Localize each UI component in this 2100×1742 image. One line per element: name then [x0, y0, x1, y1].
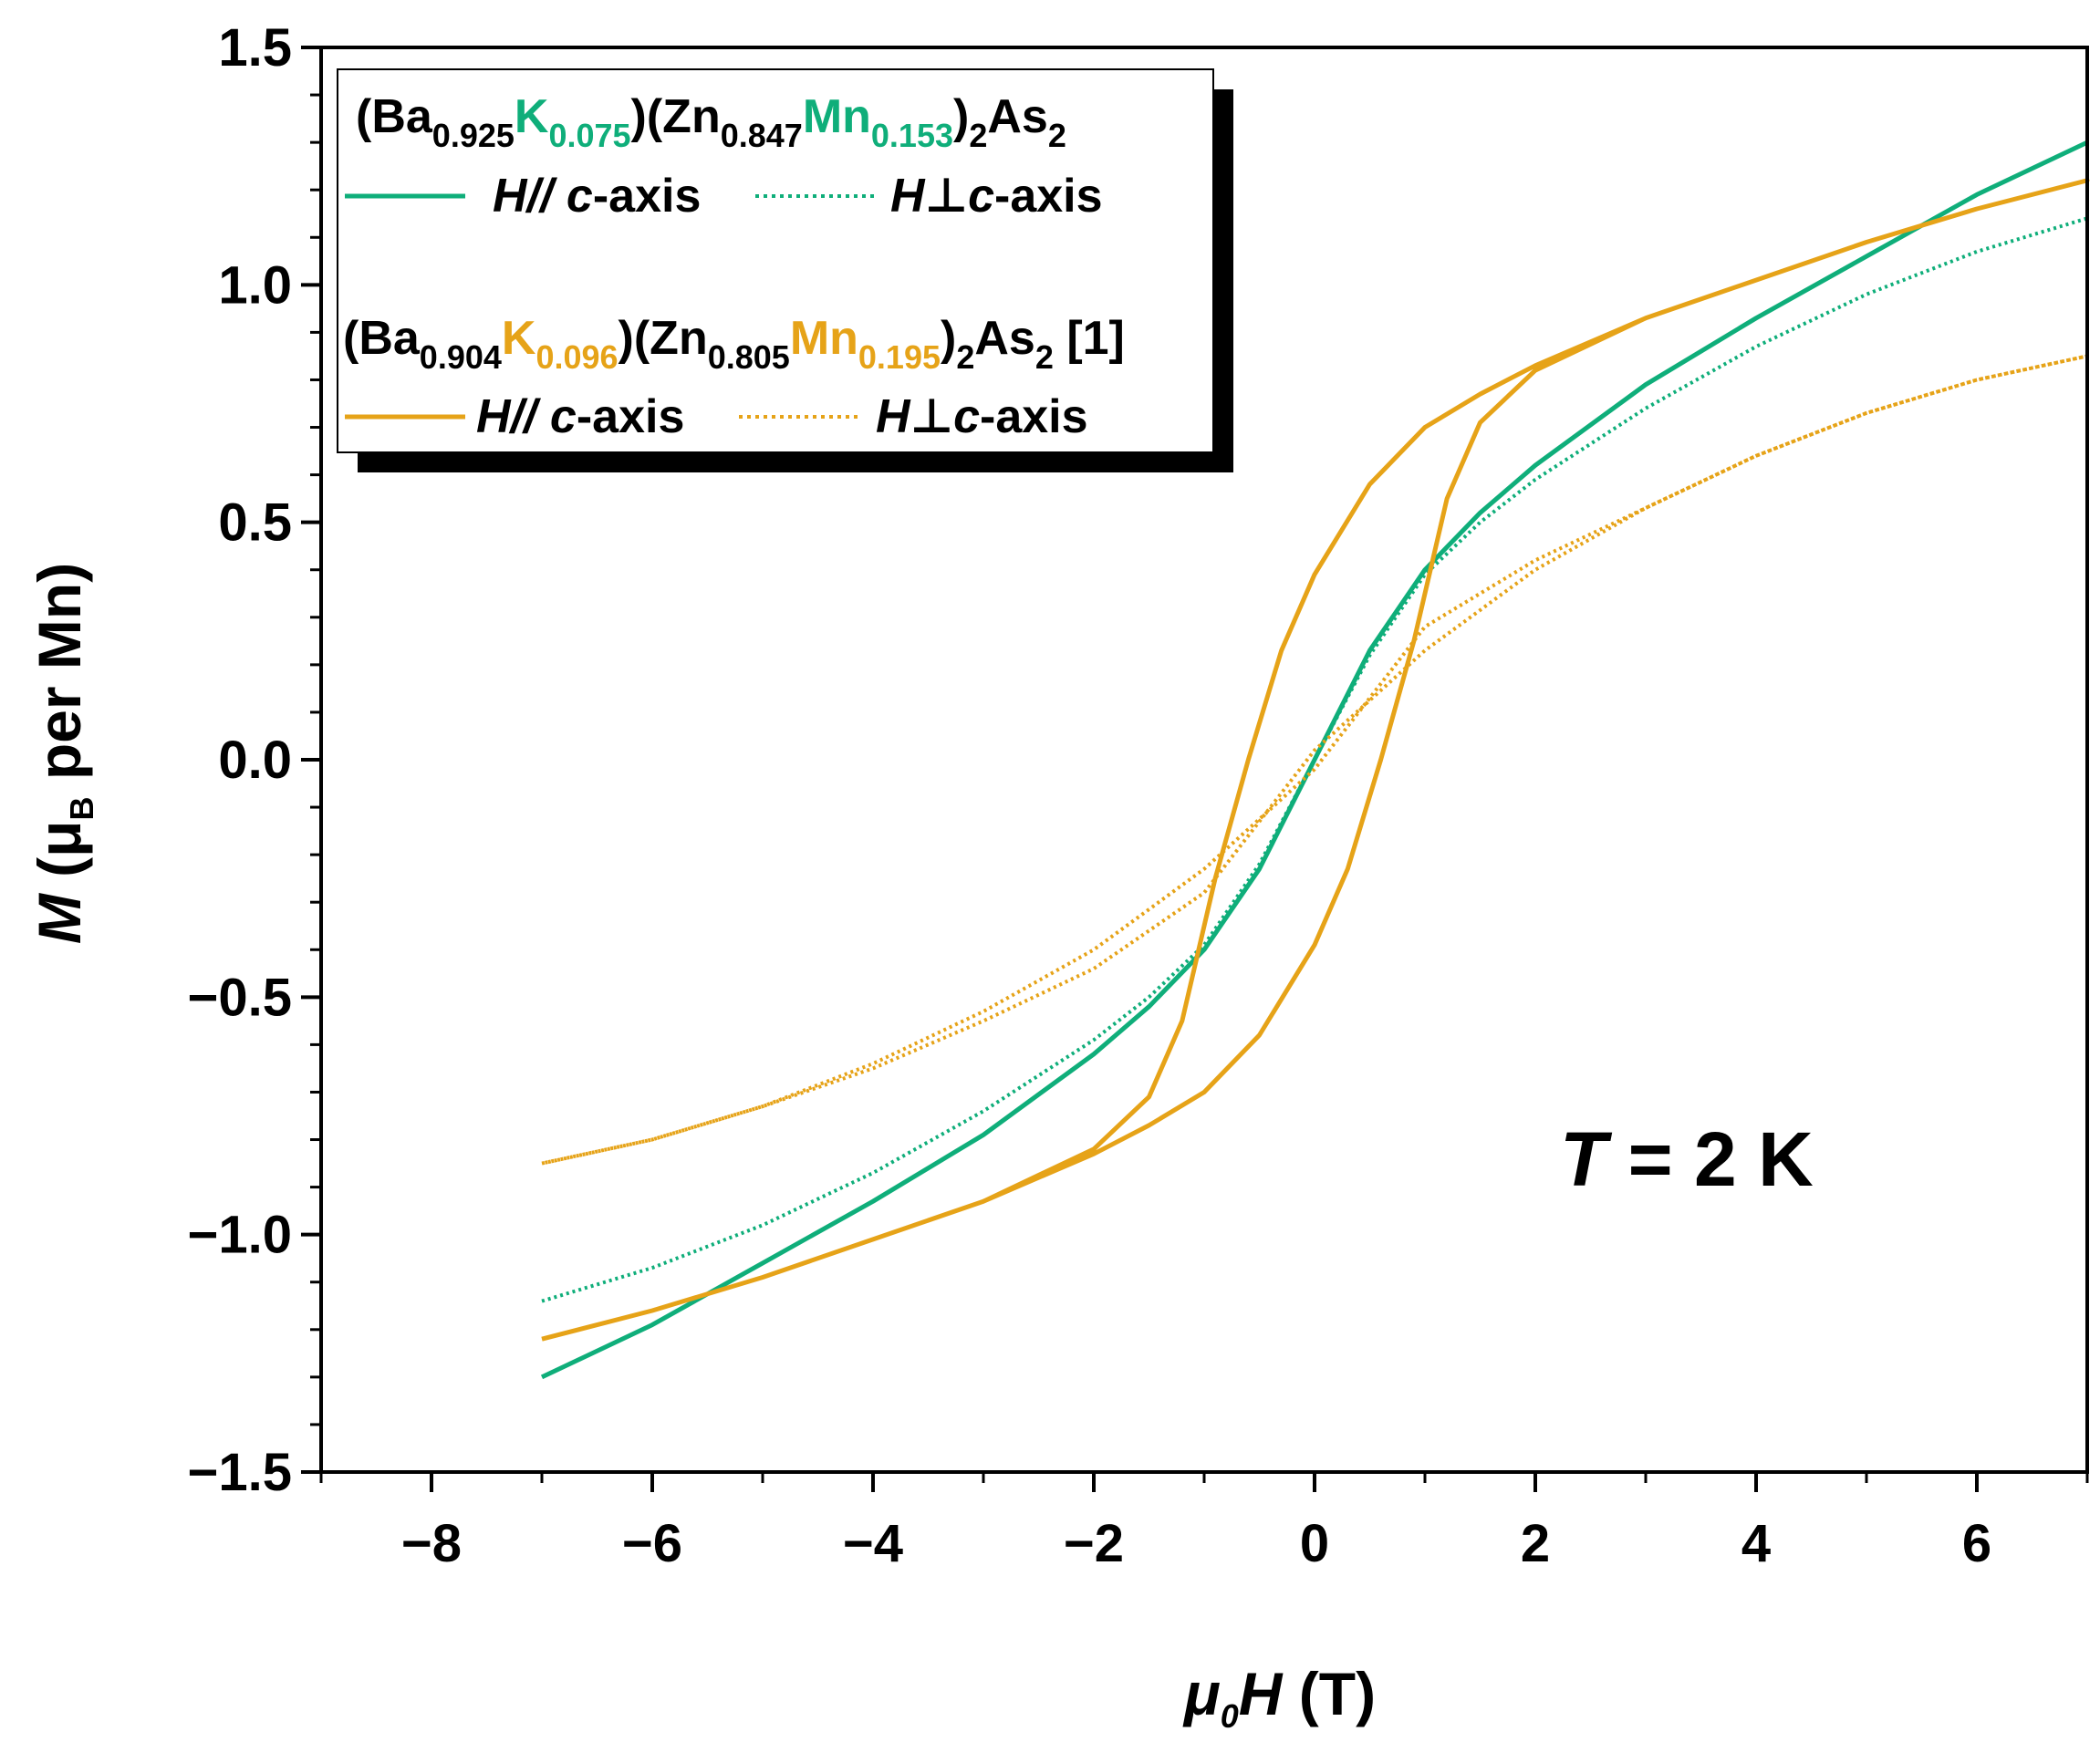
legend-formula-part: As — [987, 90, 1047, 143]
y-tick-label: −1.0 — [188, 1206, 293, 1265]
x-tick-label: −4 — [843, 1514, 903, 1573]
y-tick-label: −1.5 — [188, 1443, 293, 1502]
y-tick-labels: −1.5 −1.0 −0.5 0.0 0.5 1.0 1.5 — [188, 18, 293, 1502]
legend-formula-part: K — [515, 90, 549, 143]
legend-formula-part: 0.153 — [871, 117, 953, 154]
legend-formula-part: 0.195 — [858, 338, 941, 376]
legend-formula-part: [1] — [1054, 312, 1125, 365]
y-tick-label: 0.0 — [218, 731, 292, 790]
legend-formula-part: 0.075 — [548, 117, 630, 154]
x-tick-label: 0 — [1300, 1514, 1329, 1573]
legend-formula-green: (Ba0.925K0.075)(Zn0.847Mn0.153)2As2 — [356, 90, 1066, 154]
legend-formula-part: ) — [953, 90, 969, 143]
legend-formula-part: 2 — [969, 117, 987, 154]
y-tick-label: 1.5 — [218, 18, 292, 78]
legend-formula-part: 0.847 — [721, 117, 803, 154]
legend-formula-part: 2 — [956, 338, 974, 376]
series-green-parallel-line — [540, 140, 2089, 1380]
legend-label-orange-perp: H⊥c-axis — [876, 390, 1088, 443]
x-tick-label: −8 — [401, 1514, 462, 1573]
legend-formula-part: (Ba — [356, 90, 433, 143]
legend-formula-part: 0.925 — [432, 117, 515, 154]
legend-formula-part: 0.805 — [708, 338, 790, 376]
legend-formula-part: )(Zn — [631, 90, 721, 143]
y-tick-label: 0.5 — [218, 493, 292, 553]
y-tick-label: −0.5 — [188, 968, 293, 1027]
x-tick-label: −2 — [1064, 1514, 1124, 1573]
legend-formula-part: )(Zn — [619, 312, 708, 365]
x-tick-label: 2 — [1521, 1514, 1550, 1573]
x-tick-label: −6 — [622, 1514, 682, 1573]
x-tick-labels: −8 −6 −4 −2 0 2 4 6 — [401, 1514, 1991, 1573]
y-tick-label: 1.0 — [218, 255, 292, 315]
legend-formula-part: Mn — [803, 90, 871, 143]
ticks-layer — [301, 46, 2089, 1492]
legend-formula-orange: (Ba0.904K0.096)(Zn0.805Mn0.195)2As2 [1] — [343, 312, 1125, 376]
legend-formula-part: (Ba — [343, 312, 421, 365]
legend-formula-part: 0.096 — [535, 338, 618, 376]
legend-formula-part: Mn — [790, 312, 858, 365]
legend-formula-part: 0.904 — [420, 338, 502, 376]
x-tick-label: 6 — [1962, 1514, 1991, 1573]
x-tick-label: 4 — [1741, 1514, 1771, 1573]
legend-formula-part: ) — [941, 312, 956, 365]
legend-formula-part: 2 — [1035, 338, 1054, 376]
x-axis-title: μ0H (T) — [1182, 1660, 1376, 1735]
legend-box — [337, 68, 1214, 453]
legend-formula-part: As — [974, 312, 1034, 365]
legend: (Ba0.925K0.075)(Zn0.847Mn0.153)2As2 H// … — [337, 68, 1233, 472]
legend-label-green-perp: H⊥c-axis — [890, 170, 1103, 223]
y-axis-title: M (μB per Mn) — [26, 563, 100, 944]
legend-label-orange-parallel: H// c-axis — [476, 390, 684, 443]
legend-formula-part: 2 — [1048, 117, 1066, 154]
temperature-annotation: T = 2 K — [1560, 1116, 1814, 1202]
legend-formula-part: K — [502, 312, 536, 365]
legend-label-green-parallel: H// c-axis — [493, 170, 701, 223]
